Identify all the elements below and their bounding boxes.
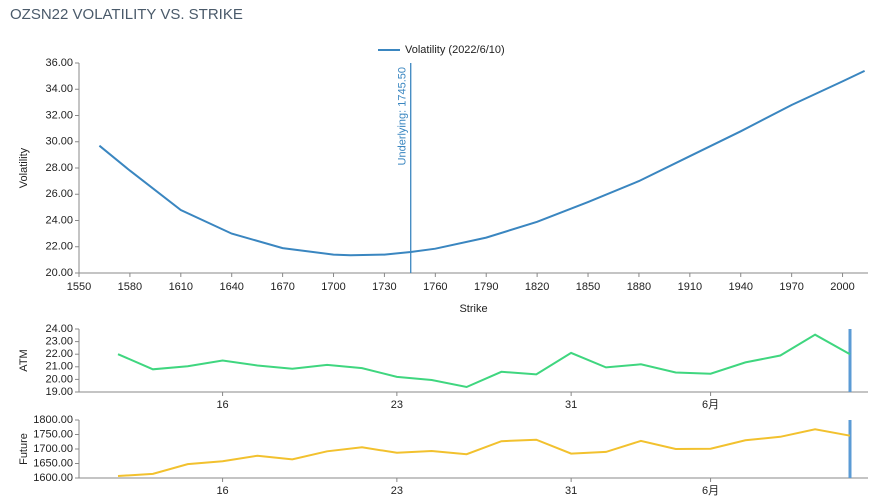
y-axis-label: ATM: [18, 349, 30, 371]
x-tick-label: 31: [565, 485, 577, 497]
y-tick-label: 28.00: [45, 162, 73, 174]
x-tick-label: 23: [391, 399, 403, 411]
y-tick-label: 23.00: [45, 336, 73, 348]
x-tick-label: 1580: [118, 281, 142, 293]
y-axis-label: Volatility: [18, 147, 30, 188]
x-tick-label: 1820: [525, 281, 549, 293]
x-tick-label: 31: [565, 399, 577, 411]
y-tick-label: 1750.00: [33, 428, 73, 440]
y-tick-label: 1650.00: [33, 457, 73, 469]
x-tick-label: 1880: [627, 281, 651, 293]
x-tick-label: 6月: [702, 485, 719, 497]
y-axis-label: Future: [18, 433, 30, 465]
x-tick-label: 1610: [169, 281, 193, 293]
y-tick-label: 22.00: [45, 241, 73, 253]
legend-label: Volatility (2022/6/10): [405, 44, 505, 56]
x-tick-label: 1760: [423, 281, 447, 293]
x-tick-label: 1730: [372, 281, 396, 293]
underlying-label: Underlying: 1745.50: [397, 67, 409, 165]
series-line: [98, 69, 866, 257]
y-tick-label: 22.00: [45, 348, 73, 360]
x-tick-label: 1550: [67, 281, 91, 293]
x-tick-label: 1940: [728, 281, 752, 293]
series-line: [117, 428, 851, 477]
x-tick-label: 2000: [830, 281, 854, 293]
y-tick-label: 24.00: [45, 214, 73, 226]
y-tick-label: 21.00: [45, 361, 73, 373]
x-tick-label: 23: [391, 485, 403, 497]
x-axis-label: Strike: [459, 303, 487, 315]
x-tick-label: 6月: [702, 399, 719, 411]
y-tick-label: 24.00: [45, 323, 73, 335]
y-tick-label: 1600.00: [33, 472, 73, 484]
y-tick-label: 36.00: [45, 57, 73, 69]
x-tick-label: 1850: [576, 281, 600, 293]
y-tick-label: 26.00: [45, 188, 73, 200]
y-tick-label: 20.00: [45, 373, 73, 385]
x-tick-label: 1910: [678, 281, 702, 293]
x-tick-label: 1970: [779, 281, 803, 293]
x-tick-label: 16: [216, 485, 228, 497]
y-tick-label: 32.00: [45, 109, 73, 121]
x-tick-label: 1670: [270, 281, 294, 293]
series-line: [117, 333, 851, 389]
y-tick-label: 19.00: [45, 386, 73, 398]
x-tick-label: 1790: [474, 281, 498, 293]
x-tick-label: 1640: [219, 281, 243, 293]
x-tick-label: 16: [216, 399, 228, 411]
y-tick-label: 1800.00: [33, 414, 73, 426]
chart-title: OZSN22 VOLATILITY VS. STRIKE: [10, 6, 243, 23]
y-tick-label: 20.00: [45, 267, 73, 279]
x-tick-label: 1700: [321, 281, 345, 293]
y-tick-label: 1700.00: [33, 443, 73, 455]
y-tick-label: 30.00: [45, 136, 73, 148]
y-tick-label: 34.00: [45, 83, 73, 95]
